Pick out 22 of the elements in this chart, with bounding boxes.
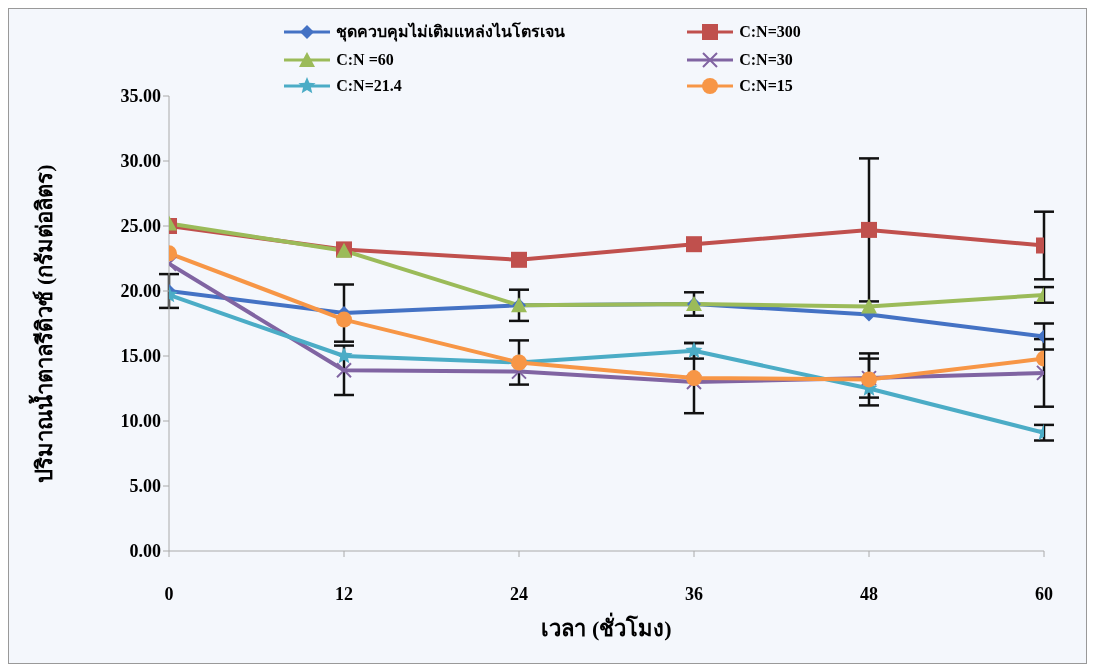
y-tick-label: 35.00 [120,86,161,107]
x-axis-title: เวลา (ชั่วโมง) [541,612,672,641]
y-tick-label: 30.00 [120,151,161,172]
legend-label: C:N=21.4 [336,77,402,95]
x-tick-label: 60 [1035,583,1053,604]
x-tick-label: 0 [164,583,174,604]
x-tick-label: 48 [860,583,878,604]
y-tick-label: 25.00 [120,216,161,237]
y-axis-title: ปริมาณน้ำตาลรีดิวซ์ (กรัมต่อลิตร) [27,164,57,483]
legend-label: C:N=300 [739,22,801,41]
legend-label: C:N =60 [336,51,394,69]
x-tick-label: 24 [510,583,528,604]
legend-label: ชุดควบคุมไม่เติมแหล่งไนโตรเจน [336,21,566,44]
y-tick-label: 5.00 [129,476,161,497]
y-tick-label: 20.00 [120,281,161,302]
legend-label: C:N=15 [739,77,793,95]
x-tick-label: 12 [335,583,353,604]
y-tick-label: 10.00 [120,411,161,432]
y-tick-label: 15.00 [120,346,161,367]
x-tick-label: 36 [685,583,703,604]
y-tick-label: 0.00 [129,541,161,562]
legend-label: C:N=30 [739,51,793,69]
